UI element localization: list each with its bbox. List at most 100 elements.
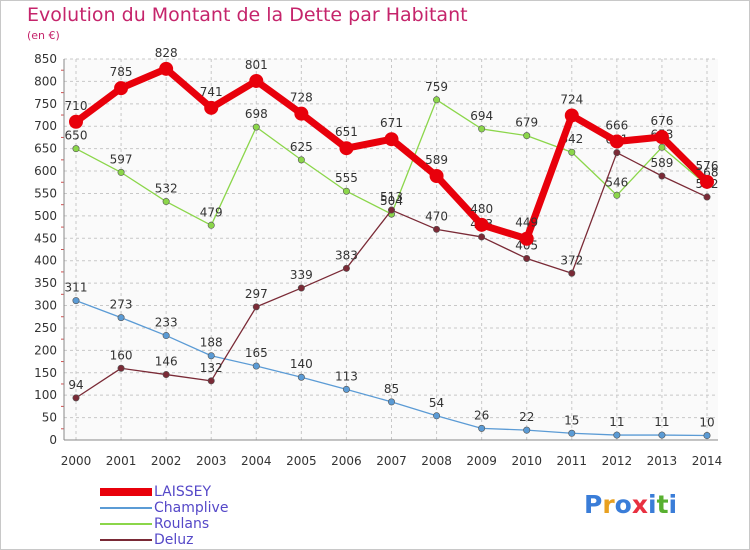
data-point-champlive xyxy=(297,373,305,381)
y-tick-label: 350 xyxy=(34,276,57,290)
data-point-deluz xyxy=(387,206,395,214)
legend-label: Roulans xyxy=(154,516,210,532)
data-point-roulans xyxy=(478,125,486,133)
data-point-champlive xyxy=(658,431,666,439)
x-tick-label: 2014 xyxy=(692,454,723,468)
data-label-champlive: 15 xyxy=(564,413,579,427)
legend-swatch-roulans xyxy=(100,523,152,525)
data-point-deluz xyxy=(433,225,441,233)
y-tick-label: 850 xyxy=(34,52,57,66)
y-tick-label: 0 xyxy=(49,433,57,447)
y-tick-label: 700 xyxy=(34,119,57,133)
data-point-champlive xyxy=(613,431,621,439)
y-tick-label: 750 xyxy=(34,97,57,111)
data-point-deluz xyxy=(613,149,621,157)
data-label-champlive: 140 xyxy=(290,357,313,371)
legend-item-roulans: Roulans xyxy=(100,516,228,532)
x-tick-label: 2006 xyxy=(331,454,362,468)
data-label-deluz: 470 xyxy=(425,209,448,223)
data-point-roulans xyxy=(433,96,441,104)
logo-letter: o xyxy=(614,490,632,519)
data-label-champlive: 26 xyxy=(474,408,489,422)
data-label-roulans: 650 xyxy=(65,129,88,143)
x-tick-label: 2009 xyxy=(466,454,497,468)
data-point-champlive xyxy=(207,352,215,360)
data-point-roulans xyxy=(342,187,350,195)
data-point-deluz xyxy=(72,394,80,402)
y-tick-label: 150 xyxy=(34,366,57,380)
data-label-laissey: 676 xyxy=(650,114,673,128)
y-tick-label: 800 xyxy=(34,74,57,88)
data-point-laissey xyxy=(384,132,399,147)
data-label-deluz: 160 xyxy=(110,348,133,362)
data-label-roulans: 759 xyxy=(425,80,448,94)
data-point-roulans xyxy=(613,191,621,199)
logo-letter: x xyxy=(631,490,648,519)
data-point-champlive xyxy=(252,362,260,370)
data-label-deluz: 132 xyxy=(200,361,223,375)
data-point-roulans xyxy=(117,168,125,176)
data-label-deluz: 339 xyxy=(290,268,313,282)
plot-area xyxy=(64,59,718,440)
data-point-roulans xyxy=(162,198,170,206)
data-point-deluz xyxy=(207,377,215,385)
data-point-laissey xyxy=(654,129,669,144)
data-label-roulans: 597 xyxy=(110,152,133,166)
data-point-champlive xyxy=(478,424,486,432)
legend-swatch-champlive xyxy=(100,507,152,509)
data-point-roulans xyxy=(523,132,531,140)
data-point-deluz xyxy=(342,264,350,272)
data-label-deluz: 383 xyxy=(335,248,358,262)
data-point-roulans xyxy=(297,156,305,164)
x-tick-label: 2000 xyxy=(61,454,92,468)
data-label-laissey: 666 xyxy=(605,118,628,132)
y-tick-label: 400 xyxy=(34,254,57,268)
data-label-roulans: 479 xyxy=(200,205,223,219)
data-label-laissey: 480 xyxy=(470,202,493,216)
x-tick-label: 2012 xyxy=(602,454,633,468)
data-label-laissey: 576 xyxy=(696,159,719,173)
y-tick-label: 100 xyxy=(34,388,57,402)
data-point-laissey xyxy=(249,73,264,88)
data-point-laissey xyxy=(700,174,714,189)
logo-letter: r xyxy=(602,490,615,519)
data-point-deluz xyxy=(568,269,576,277)
data-label-champlive: 10 xyxy=(699,416,714,430)
chart-title: Evolution du Montant de la Dette par Hab… xyxy=(27,4,468,26)
data-point-champlive xyxy=(433,412,441,420)
legend-label: Champlive xyxy=(154,500,229,516)
data-label-roulans: 532 xyxy=(155,182,178,196)
data-point-laissey xyxy=(294,106,309,121)
legend-label: Deluz xyxy=(154,532,194,548)
data-label-roulans: 504 xyxy=(380,194,403,208)
data-point-deluz xyxy=(297,284,305,292)
data-label-laissey: 785 xyxy=(110,65,133,79)
data-label-champlive: 54 xyxy=(429,396,444,410)
data-point-laissey xyxy=(609,134,624,149)
data-label-laissey: 724 xyxy=(560,92,583,106)
y-tick-label: 50 xyxy=(42,411,57,425)
legend-swatch-laissey xyxy=(100,488,152,496)
data-label-deluz: 297 xyxy=(245,287,268,301)
data-point-roulans xyxy=(252,123,260,131)
data-point-deluz xyxy=(478,233,486,241)
data-point-deluz xyxy=(252,303,260,311)
data-label-champlive: 311 xyxy=(65,281,88,295)
data-label-laissey: 449 xyxy=(515,216,538,230)
data-label-roulans: 555 xyxy=(335,171,358,185)
data-point-champlive xyxy=(117,314,125,322)
data-point-laissey xyxy=(114,81,129,96)
data-label-roulans: 698 xyxy=(245,107,268,121)
data-label-laissey: 728 xyxy=(290,91,313,105)
data-point-laissey xyxy=(339,141,354,156)
data-label-laissey: 828 xyxy=(155,46,178,60)
x-tick-label: 2010 xyxy=(511,454,542,468)
data-point-champlive xyxy=(387,398,395,406)
data-point-laissey xyxy=(429,168,444,183)
y-tick-label: 250 xyxy=(34,321,57,335)
data-label-deluz: 589 xyxy=(650,156,673,170)
x-tick-label: 2003 xyxy=(196,454,227,468)
logo-letter: P xyxy=(584,490,603,519)
data-label-champlive: 11 xyxy=(654,415,669,429)
data-label-laissey: 651 xyxy=(335,125,358,139)
